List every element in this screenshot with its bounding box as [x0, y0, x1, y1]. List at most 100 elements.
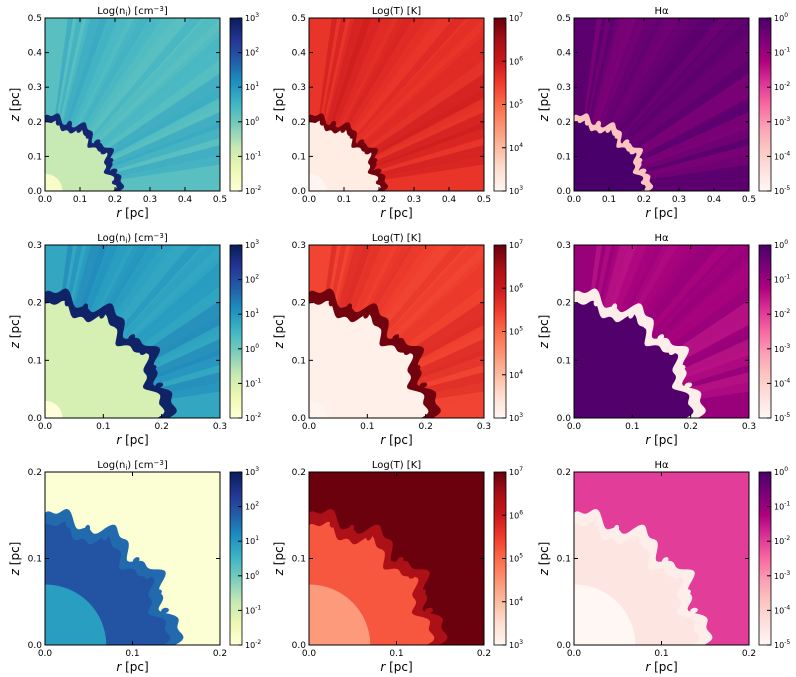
front-finger — [349, 131, 356, 139]
y-tick-label: 0.0 — [28, 414, 43, 424]
y-axis-label: z [pc] — [537, 542, 551, 577]
central-core — [45, 400, 63, 418]
y-tick-label: 0.2 — [292, 468, 306, 478]
y-tick-label: 0.3 — [292, 83, 306, 93]
colorbar-label: 10-3 — [774, 343, 790, 354]
colorbar — [758, 17, 772, 192]
x-tick-label: 0.0 — [567, 195, 582, 205]
x-axis-label: r [pc] — [380, 206, 412, 220]
front-finger — [328, 298, 334, 307]
x-axis-label: r [pc] — [645, 660, 677, 674]
x-tick-label: 0.1 — [654, 649, 668, 659]
front-finger — [76, 125, 83, 133]
x-tick-label: 0.4 — [442, 195, 457, 205]
y-tick-label: 0.5 — [28, 14, 42, 24]
front-finger — [694, 626, 702, 633]
front-finger — [683, 589, 691, 596]
x-axis-label: r [pc] — [116, 206, 148, 220]
heatmap-image — [45, 472, 220, 645]
colorbar-label: 10-2 — [774, 308, 790, 319]
x-tick-label: 0.2 — [684, 422, 698, 432]
y-tick-label: 0.0 — [292, 641, 307, 651]
front-finger — [378, 321, 386, 329]
front-finger — [418, 589, 426, 596]
central-core — [309, 400, 327, 418]
colorbar-label: 100 — [774, 239, 788, 250]
front-finger — [429, 626, 437, 633]
central-core — [309, 584, 371, 645]
y-tick-label: 0.3 — [557, 241, 571, 251]
front-finger — [396, 557, 404, 564]
x-tick-label: 0.0 — [302, 649, 317, 659]
front-finger — [673, 572, 681, 579]
colorbar-label: 10-4 — [774, 604, 790, 615]
x-tick-label: 0.2 — [742, 649, 756, 659]
colorbar-label: 10-5 — [774, 185, 790, 196]
colorbar-label: 10-1 — [774, 501, 790, 512]
y-tick-label: 0.3 — [28, 241, 42, 251]
y-tick-label: 0.3 — [557, 83, 571, 93]
central-core — [309, 173, 327, 191]
colorbar-label: 10-5 — [774, 412, 790, 423]
axes-frame — [308, 17, 485, 192]
central-core — [45, 173, 63, 191]
x-tick-label: 0.2 — [372, 195, 386, 205]
front-finger — [128, 334, 136, 341]
colorbar-label: 10-3 — [774, 570, 790, 581]
front-finger — [375, 179, 384, 185]
y-tick-label: 0.1 — [557, 152, 571, 162]
front-finger — [82, 303, 89, 312]
panel-0-1: 0.0 0.1 0.2 0.3 0.4 0.5 0.0 0.1 0.2 0.3 0.4 0.5 r [p… — [272, 6, 523, 220]
hii-region — [574, 120, 646, 191]
front-finger — [118, 543, 125, 551]
front-finger — [165, 626, 173, 633]
front-finger — [357, 139, 365, 147]
front-finger — [148, 364, 157, 371]
colorbar — [758, 471, 772, 646]
colorbar-label: 10-1 — [774, 274, 790, 285]
colorbar-label: 10-2 — [245, 412, 261, 423]
x-tick-label: 0.0 — [302, 422, 317, 432]
colorbar-label: 105 — [509, 99, 523, 110]
colorbar-label: 100 — [245, 116, 259, 127]
x-tick-label: 0.3 — [477, 422, 491, 432]
front-finger — [643, 321, 651, 329]
y-tick-label: 0.1 — [292, 555, 306, 565]
x-tick-label: 0.2 — [155, 422, 169, 432]
panel-0-0: 0.0 0.1 0.2 0.3 0.4 0.5 0.0 0.1 0.2 0.3 0.4 0.5 r [p… — [8, 5, 261, 220]
front-finger — [114, 321, 122, 329]
colorbar-label: 101 — [245, 535, 259, 546]
x-tick-label: 0.1 — [96, 422, 110, 432]
central-core — [45, 584, 107, 645]
panel-title: Log(ni) [cm−3] — [97, 5, 168, 18]
x-tick-label: 0.2 — [477, 649, 491, 659]
heatmap-image — [574, 472, 749, 645]
front-finger — [346, 303, 353, 312]
y-tick-label: 0.5 — [557, 14, 571, 24]
colorbar — [229, 471, 243, 646]
colorbar-label: 10-1 — [245, 150, 261, 161]
front-finger — [584, 117, 591, 126]
x-tick-label: 0.4 — [178, 195, 193, 205]
x-tick-label: 0.1 — [125, 649, 139, 659]
x-axis-label: r [pc] — [116, 660, 148, 674]
x-axis-label: r [pc] — [116, 433, 148, 447]
front-finger — [144, 572, 152, 579]
front-finger — [109, 168, 118, 175]
heatmap-image — [309, 245, 484, 418]
y-tick-label: 0.2 — [28, 299, 42, 309]
colorbar-label: 10-2 — [245, 639, 261, 650]
front-finger — [614, 131, 621, 139]
colorbar-label: 10-1 — [245, 604, 261, 615]
front-finger — [419, 382, 428, 388]
front-finger — [340, 125, 347, 133]
colorbar-label: 102 — [245, 47, 259, 58]
heatmap-image — [309, 18, 484, 191]
front-finger — [668, 348, 677, 356]
panel-title: Log(T) [K] — [372, 460, 421, 471]
front-finger — [105, 157, 114, 164]
front-finger — [369, 157, 378, 164]
panel-title: Hα — [654, 6, 669, 17]
front-finger — [373, 168, 382, 175]
